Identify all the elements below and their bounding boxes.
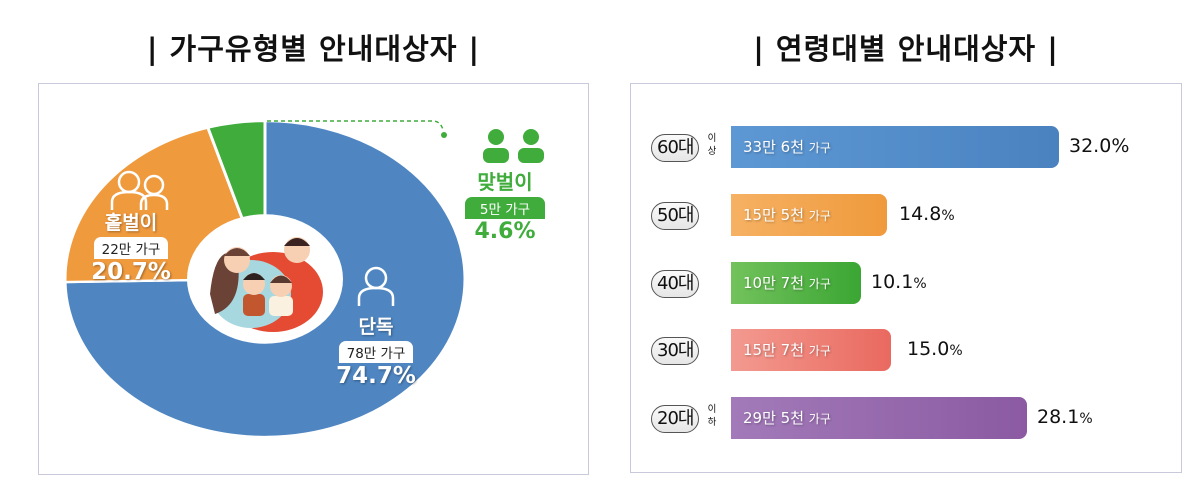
bar-row-30s: 30대 15만 7천 가구 15.0% [631,329,1181,371]
percent-value: 14.8 [899,203,942,225]
age-label: 60대 [651,134,700,162]
percent-sign: % [949,343,963,359]
age-label: 30대 [651,337,700,365]
bar-percent: 15.0% [907,338,963,360]
segment-percent: 20.7% [91,259,171,285]
bar-row-50s: 50대 15만 5천 가구 14.8% [631,194,1181,236]
age-group-panel: 60대 이상 33만 6천 가구 32.0% 50대 15만 5천 가구 14.… [630,83,1182,473]
percent-sign: % [913,276,927,292]
percent-value: 28.1 [1037,406,1080,428]
segment-percent: 4.6% [474,219,536,244]
household-type-title: | 가구유형별 안내대상자 | [146,32,481,66]
single-earner-icon [110,170,169,210]
bar: 10만 7천 가구 [731,262,861,304]
bar-unit: 가구 [808,412,831,426]
household-type-panel: 홑벌이 22만 가구 20.7% 단독 78만 가구 74.7% 맞벌이 5만 … [38,83,589,475]
bar-row-60s: 60대 이상 33만 6천 가구 32.0% [631,126,1181,168]
bar: 15만 5천 가구 [731,194,887,236]
segment-count: 78만 가구 [338,341,414,363]
age-label: 40대 [651,270,700,298]
percent-sign: % [1111,135,1130,157]
single-person-icon [357,266,395,306]
bar: 33만 6천 가구 [731,126,1059,168]
bar-count: 15만 5천 [743,206,804,224]
age-group-title: | 연령대별 안내대상자 | [753,32,1059,66]
percent-sign: % [1079,411,1093,427]
bar-count: 33만 6천 [743,138,804,156]
percent-value: 32.0 [1069,135,1112,157]
bar-unit: 가구 [808,209,831,223]
age-label: 20대 [651,405,700,433]
bar-percent: 14.8% [899,203,955,225]
dual-earner-label: 맞벌이 5만 가구 4.6% [457,166,553,244]
age-label: 50대 [651,202,700,230]
bar-count: 29만 5천 [743,409,804,427]
segment-count: 22만 가구 [93,237,169,259]
bar-row-20s: 20대 이하 29만 5천 가구 28.1% [631,397,1181,439]
bar: 29만 5천 가구 [731,397,1027,439]
bar-row-40s: 40대 10만 7천 가구 10.1% [631,262,1181,304]
percent-sign: % [941,208,955,224]
percent-value: 15.0 [907,338,950,360]
single-person-label: 단독 78만 가구 74.7% [321,312,431,389]
percent-value: 10.1 [871,271,914,293]
segment-name: 홑벌이 [104,212,158,234]
segment-name: 단독 [358,316,394,338]
bar: 15만 7천 가구 [731,329,891,371]
bar-percent: 10.1% [871,271,927,293]
segment-percent: 74.7% [336,363,416,389]
age-qualifier: 이상 [707,133,717,157]
bar-unit: 가구 [808,344,831,358]
single-earner-label: 홑벌이 22만 가구 20.7% [81,208,181,285]
bar-count: 10만 7천 [743,274,804,292]
bar-percent: 32.0% [1069,135,1129,157]
family-illustration-icon [210,237,323,332]
segment-count: 5만 가구 [465,197,545,219]
segment-name: 맞벌이 [477,170,533,194]
bar-percent: 28.1% [1037,406,1093,428]
dual-earner-icon [483,129,544,163]
bar-unit: 가구 [808,277,831,291]
leader-line [267,120,444,131]
bar-count: 15만 7천 [743,341,804,359]
age-qualifier: 이하 [707,404,717,428]
bar-unit: 가구 [808,141,831,155]
